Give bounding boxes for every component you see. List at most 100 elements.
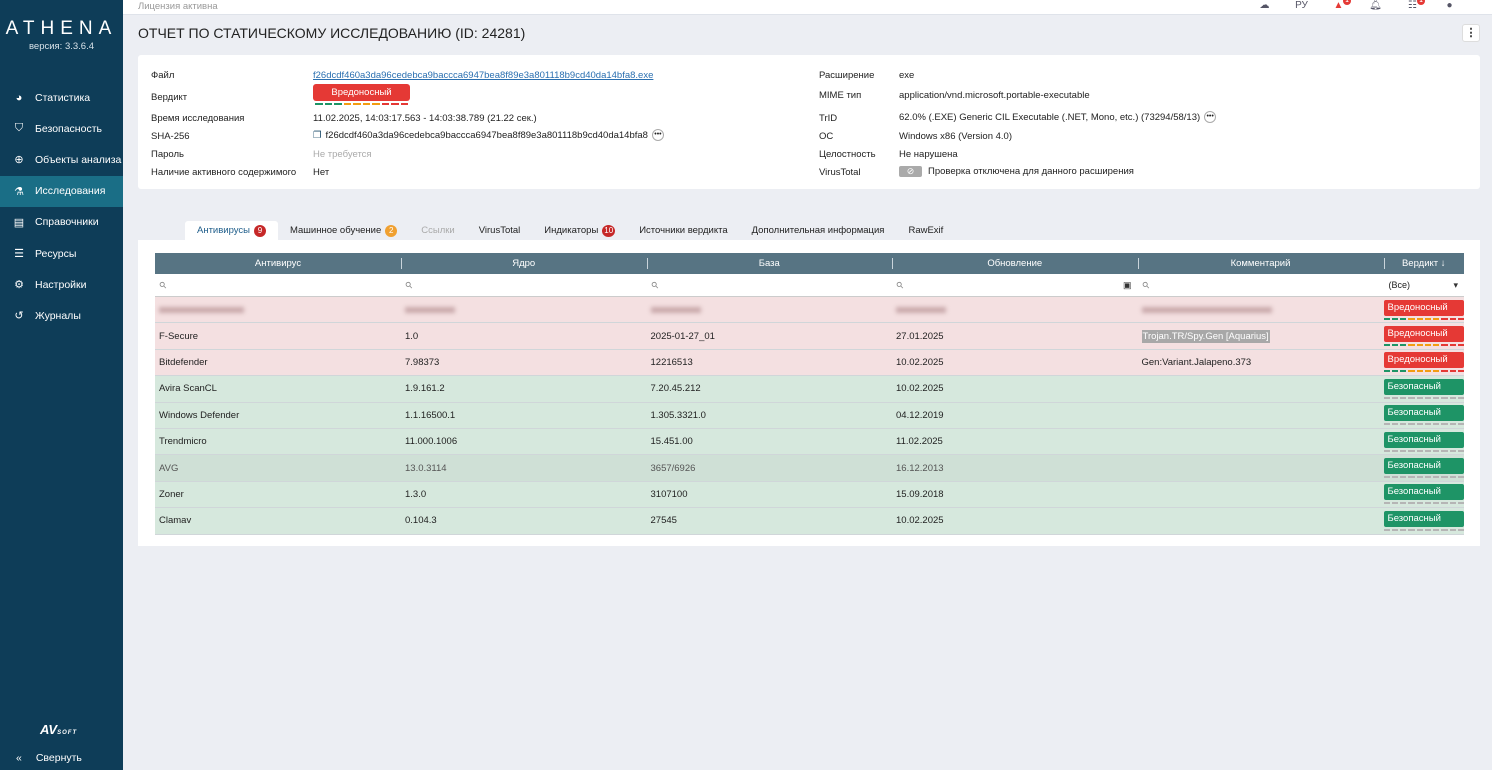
sidebar-item-0[interactable]: ◕ Статистика xyxy=(0,82,123,113)
column-filter[interactable]: ⚲ xyxy=(1138,274,1384,296)
ext-label: Расширение xyxy=(819,70,875,81)
active-content-value: Нет xyxy=(313,167,330,178)
user-icon[interactable]: ● xyxy=(1446,0,1453,11)
verdict-badge: Безопасный xyxy=(1383,378,1464,395)
verdict-label: Вердикт xyxy=(151,92,188,103)
page-title: ОТЧЕТ ПО СТАТИЧЕСКОМУ ИССЛЕДОВАНИЮ (ID: … xyxy=(138,25,526,41)
search-icon: ⚲ xyxy=(403,278,415,291)
cell-av: Avira ScanCL xyxy=(155,376,401,401)
integrity-value: Не нарушена xyxy=(899,149,958,160)
flask-icon: ⚗ xyxy=(14,185,24,198)
sidebar-item-label: Справочники xyxy=(35,216,99,229)
cell-verdict: Безопасный xyxy=(1383,508,1464,533)
column-header[interactable]: Вердикт ↓ xyxy=(1383,253,1465,274)
tab-1[interactable]: Машинное обучение 2 xyxy=(278,221,409,240)
sidebar-item-7[interactable]: ↺ Журналы xyxy=(0,300,123,331)
column-header[interactable]: Ядро xyxy=(401,253,647,274)
updated-text: 10.02.2025 xyxy=(896,515,944,527)
av-text: Windows Defender xyxy=(159,409,240,421)
copy-icon[interactable]: ❐ xyxy=(313,129,322,141)
cell-verdict: Безопасный xyxy=(1383,429,1464,454)
verdict-badge: Безопасный xyxy=(1383,431,1464,448)
table-row: Trendmicro 11.000.1006 15.451.00 11.02.2025… xyxy=(155,428,1464,456)
more-icon[interactable]: ••• xyxy=(1204,111,1217,123)
sidebar-item-6[interactable]: ⚙ Настройки xyxy=(0,269,123,300)
tab-0[interactable]: Антивирусы 9 xyxy=(185,221,278,240)
column-header[interactable]: Антивирус xyxy=(254,258,302,269)
table-row: AVG 13.0.3114 3657/6926 16.12.2013 Безопасны… xyxy=(155,455,1464,482)
core-text: 11.000.1006 xyxy=(405,436,458,448)
core-text: 1.1.16500.1 xyxy=(405,409,456,421)
base-text: 7.20.45.212 xyxy=(650,383,701,395)
tab-6[interactable]: Дополнительная информация xyxy=(740,221,897,240)
column-filter[interactable]: (Все) ▾ xyxy=(1384,274,1465,296)
sidebar-item-4[interactable]: ▤ Справочники xyxy=(0,207,123,238)
tab-2[interactable]: Ссылки xyxy=(409,221,466,240)
more-icon[interactable]: ••• xyxy=(651,129,664,141)
sidebar-item-2[interactable]: ⊕ Объекты анализа xyxy=(0,144,123,175)
tab-label: Машинное обучение xyxy=(290,225,382,236)
tab-4[interactable]: Индикаторы 10 xyxy=(532,221,627,240)
verdict-score-bar xyxy=(1383,370,1464,373)
task-list-icon[interactable]: ☷ 1 xyxy=(1394,0,1431,11)
column-filter[interactable]: ⚲ xyxy=(155,274,401,296)
base-text: 2025-01-27_01 xyxy=(650,330,715,342)
collapse-button[interactable]: « Свернуть xyxy=(16,752,82,764)
tab-label: Ссылки xyxy=(421,225,455,236)
language-switch[interactable]: РУ xyxy=(1295,0,1308,11)
trid-label: TrID xyxy=(819,113,838,124)
verdict-score-bar xyxy=(1383,317,1464,320)
bell-icon[interactable]: 🔔︎ xyxy=(1369,0,1382,11)
column-filter[interactable]: ⚲ ▣ xyxy=(892,274,1138,296)
alert-icon[interactable]: ▲ 1 xyxy=(1320,0,1357,11)
verdict-badge: Вредоносный xyxy=(1383,352,1464,369)
calendar-icon[interactable]: ▣ xyxy=(1122,279,1132,290)
updated-text: 04.12.2019 xyxy=(896,409,944,421)
cell-base: 3107100 xyxy=(647,482,893,507)
cell-av xyxy=(155,297,401,322)
password-value: Не требуется xyxy=(313,149,372,160)
column-header[interactable]: Комментарий xyxy=(1137,253,1384,274)
cell-comment: Trojan.TR/Spy.Gen [Aquarius] xyxy=(1138,323,1384,348)
cell-base: 15.451.00 xyxy=(647,429,893,454)
column-header[interactable]: База xyxy=(646,253,893,274)
comment-text: Trojan.TR/Spy.Gen [Aquarius] xyxy=(1141,329,1270,343)
column-header[interactable]: Обновление xyxy=(892,253,1138,274)
verdict-badge: Вредоносный xyxy=(1383,326,1464,343)
cell-core: 1.3.0 xyxy=(401,482,647,507)
sidebar-item-5[interactable]: ☰ Ресурсы xyxy=(0,238,123,269)
blurred-text xyxy=(159,306,244,313)
table-row: Вредоносный xyxy=(155,297,1464,324)
updated-text: 15.09.2018 xyxy=(896,488,944,500)
tab-5[interactable]: Источники вердикта xyxy=(627,221,739,240)
search-icon: ⚲ xyxy=(648,278,661,291)
column-filter[interactable]: ⚲ xyxy=(647,274,893,296)
updated-text: 16.12.2013 xyxy=(896,462,944,474)
cell-updated xyxy=(892,297,1138,322)
os-label: ОС xyxy=(819,131,834,142)
tab-label: RawExif xyxy=(908,225,944,236)
file-label: Файл xyxy=(151,70,175,81)
core-text: 1.9.161.2 xyxy=(405,383,445,395)
time-value: 11.02.2025, 14:03:17.563 - 14:03:38.789 … xyxy=(313,113,537,124)
tab-7[interactable]: RawExif xyxy=(896,221,955,240)
base-text: 1.305.3321.0 xyxy=(650,409,706,421)
topbar: Лицензия активна ☁ РУ ▲ 1 🔔︎ ☷ 1 ● xyxy=(123,0,1492,15)
verdict-badge: Вредоносный xyxy=(1383,299,1464,316)
sidebar-item-1[interactable]: ⛉ Безопасность xyxy=(0,113,123,144)
base-text: 3107100 xyxy=(650,488,688,500)
tab-3[interactable]: VirusTotal xyxy=(467,221,533,240)
column-filter[interactable]: ⚲ xyxy=(401,274,647,296)
virustotal-value: Проверка отключена для данного расширени… xyxy=(928,166,1134,177)
table-row: F-Secure 1.0 2025-01-27_01 27.01.2025 Trojan… xyxy=(155,323,1464,350)
cell-base: 1.305.3321.0 xyxy=(647,403,893,428)
cell-updated: 15.09.2018 xyxy=(892,482,1138,507)
shield-icon: ⛉ xyxy=(14,122,24,135)
cell-base: 2025-01-27_01 xyxy=(647,323,893,348)
more-menu-button[interactable]: ⋮ xyxy=(1462,24,1480,42)
cell-updated: 04.12.2019 xyxy=(892,403,1138,428)
file-link[interactable]: f26dcdf460a3da96cedebca9baccca6947bea8f8… xyxy=(313,70,654,81)
avsoft-logo: AVSOFT xyxy=(40,722,77,737)
sidebar-item-3[interactable]: ⚗ Исследования xyxy=(0,175,123,207)
cloud-upload-icon[interactable]: ☁ xyxy=(1259,0,1270,11)
